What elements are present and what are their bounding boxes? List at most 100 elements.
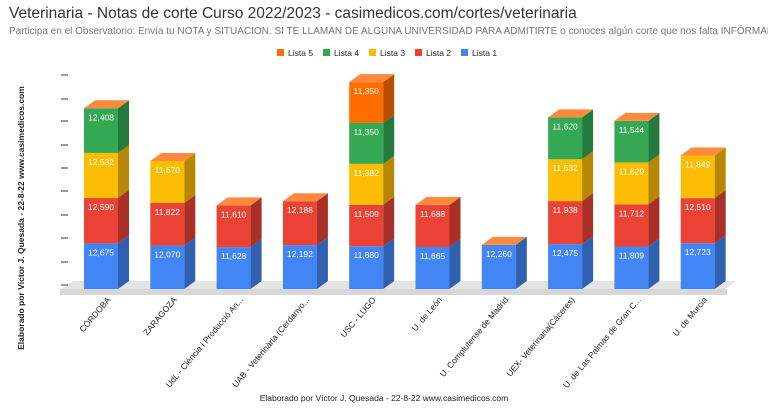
bar-1-lista-1-side <box>184 237 196 289</box>
bar-9-lista-3 <box>680 155 715 199</box>
bar-0-lista-3-side <box>118 144 129 199</box>
data-label: 12,510 <box>685 202 711 212</box>
chart-title: Veterinaria - Notas de corte Curso 2022/… <box>9 5 577 22</box>
bar-1-lista-1 <box>150 245 185 289</box>
bar-4-lista-4-side <box>383 114 395 164</box>
bar-8-lista-2 <box>614 204 649 247</box>
data-label: 11,938 <box>552 205 578 215</box>
data-label: 12,532 <box>88 157 114 167</box>
bar-7-lista-3-side <box>582 151 594 202</box>
bar-0-lista-4-side <box>118 100 129 153</box>
bar-8-lista-3-side <box>648 154 660 205</box>
data-label: 11,809 <box>619 250 645 260</box>
bar-2-lista-1 <box>216 247 251 289</box>
bar-2-lista-1-side <box>250 239 262 289</box>
bar-0-lista-3 <box>84 152 118 199</box>
bar-4-lista-5-side <box>383 74 395 123</box>
data-label: 12,408 <box>88 112 114 122</box>
bar-7-lista-4-side <box>582 109 594 160</box>
legend-swatch-lista-4 <box>323 49 330 56</box>
bar-9-lista-3-side <box>714 147 726 199</box>
bar-8-lista-3 <box>614 162 649 205</box>
data-label: 11,822 <box>155 207 181 217</box>
bar-5-lista-2-top <box>415 196 461 205</box>
data-label: 12,475 <box>552 248 578 258</box>
data-label: 12,675 <box>88 247 114 257</box>
x-tick-label: U. de León <box>410 295 445 333</box>
bar-5-lista-1 <box>415 247 450 289</box>
data-label: 12,260 <box>486 249 512 259</box>
legend-label: Lista 5 <box>288 48 313 58</box>
chart-subtitle: Participa en el Observatorio: Envía tu N… <box>9 26 768 37</box>
bar-8-lista-2-side <box>648 196 660 247</box>
bar-3-lista-2-top <box>282 193 328 202</box>
bar-5-lista-1-side <box>449 239 461 289</box>
data-label: 11,632 <box>552 163 578 173</box>
legend-label: Lista 4 <box>334 48 359 58</box>
bar-7-lista-1-side <box>582 236 594 289</box>
bar-8-lista-1 <box>614 246 649 289</box>
data-label: 11,712 <box>619 208 645 218</box>
data-label: 11,620 <box>552 121 578 131</box>
legend-swatch-lista-3 <box>369 49 376 56</box>
data-label: 11,544 <box>619 125 645 135</box>
bar-0-lista-2 <box>84 198 118 244</box>
bar-5-lista-2 <box>415 204 450 248</box>
data-label: 11,509 <box>354 209 380 219</box>
bar-7-lista-2 <box>548 201 583 245</box>
data-label: 12,723 <box>685 247 711 257</box>
bar-4-lista-3-side <box>383 155 395 205</box>
bar-9-lista-2 <box>680 198 715 244</box>
bar-9-lista-3-top <box>680 147 726 156</box>
bar-4-lista-5 <box>349 82 384 123</box>
data-label: 11,610 <box>221 209 247 219</box>
bar-6-lista-1-side <box>515 236 527 289</box>
bar-0-lista-1 <box>84 243 118 289</box>
legend-swatch-lista-5 <box>277 49 284 56</box>
x-tick-label: USC - LUGO <box>338 295 378 340</box>
bar-3-lista-2-side <box>316 193 328 246</box>
bar-4-lista-1-side <box>383 238 395 289</box>
bar-3-lista-1 <box>282 245 317 289</box>
x-tick-label: UdL - Ciència i Producció An... <box>164 295 246 389</box>
bar-2-lista-2 <box>216 205 251 248</box>
bar-7-lista-3 <box>548 159 583 202</box>
bar-5-lista-2-side <box>449 196 461 248</box>
bar-0-lista-4 <box>84 108 118 153</box>
data-label: 11,665 <box>420 251 446 261</box>
data-label: 11,382 <box>354 168 380 178</box>
bar-9-lista-1 <box>680 243 715 289</box>
bar-7-lista-4 <box>548 117 583 160</box>
bar-9-lista-2-side <box>714 190 726 244</box>
bar-8-lista-1-side <box>648 238 660 289</box>
data-label: 12,192 <box>287 249 313 259</box>
data-label: 12,188 <box>287 205 313 215</box>
bar-3-lista-1-side <box>316 237 328 289</box>
bar-4-lista-2 <box>349 204 384 247</box>
bar-4-lista-1 <box>349 246 384 289</box>
bar-3-lista-2 <box>282 201 317 246</box>
bar-0-lista-1-side <box>118 235 129 289</box>
legend-label: Lista 2 <box>426 48 451 58</box>
x-tick-label: UAB - Veterinària (Cerdanyo... <box>230 295 311 389</box>
bar-1-lista-3-side <box>184 152 196 203</box>
x-tick-label: U. de Murcia <box>671 295 710 339</box>
legend-swatch-lista-1 <box>461 49 468 56</box>
bar-4-lista-2-side <box>383 196 395 247</box>
data-label: 12,590 <box>88 202 114 212</box>
data-label: 11,629 <box>619 166 645 176</box>
bar-7-lista-4-top <box>548 109 594 118</box>
bar-4-lista-4 <box>349 122 384 164</box>
bar-0-lista-2-side <box>118 190 129 244</box>
data-label: 11,350 <box>354 127 380 137</box>
bar-9-lista-1-side <box>714 235 726 289</box>
bar-1-lista-3-top <box>150 152 196 161</box>
bar-2-lista-2-top <box>216 197 262 206</box>
chart-floor-front <box>60 289 727 295</box>
x-tick-label: ZARAGOZA <box>141 295 179 337</box>
bar-0-lista-4-top <box>84 100 129 109</box>
x-axis-label: Elaborado por Víctor J. Quesada - 22-8-2… <box>259 393 509 403</box>
bar-8-lista-4 <box>614 120 649 163</box>
x-tick-label: UEX- Veterinaria(Cáceres) <box>504 295 576 379</box>
